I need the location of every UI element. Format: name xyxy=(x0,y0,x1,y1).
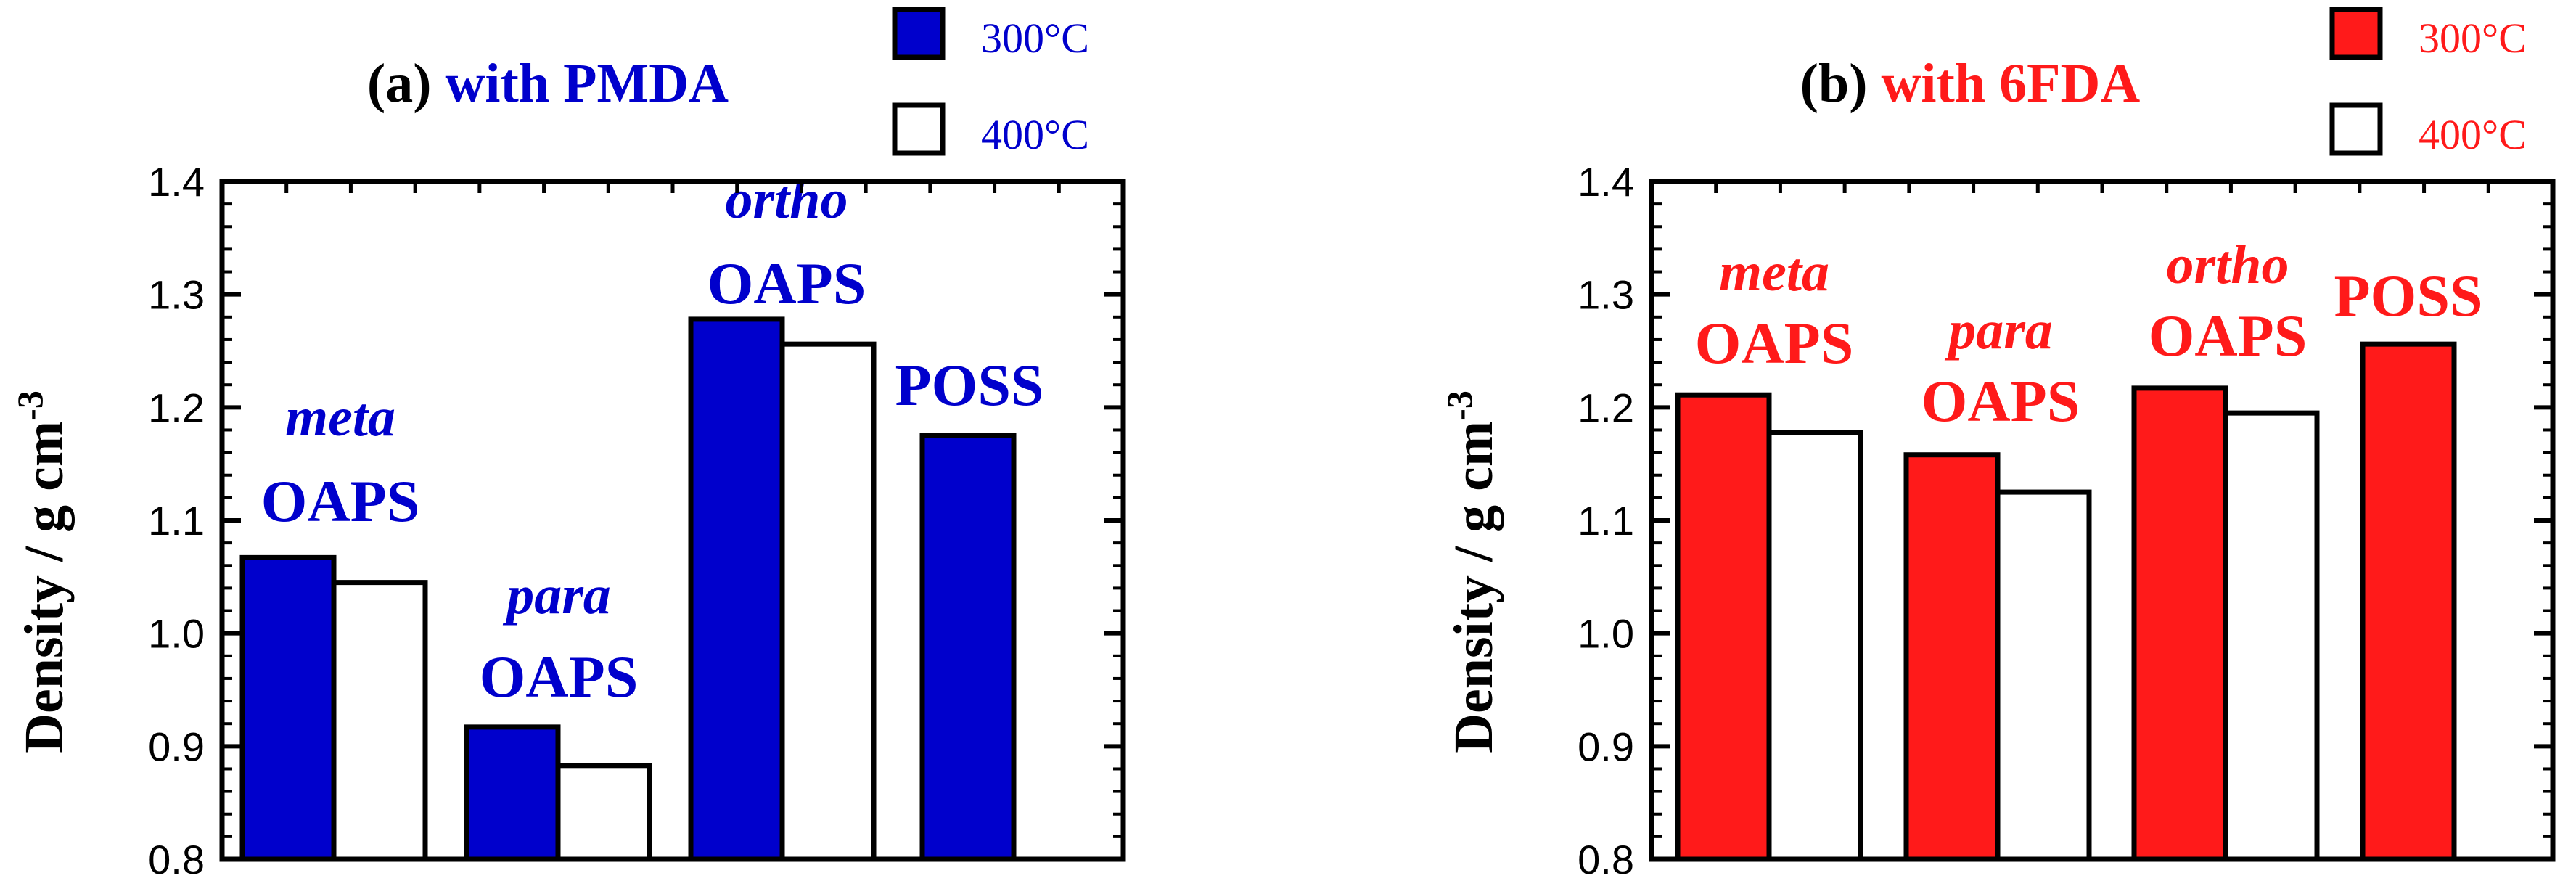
ytick-label-b-1: 0.9 xyxy=(1578,724,1634,769)
group-label-b-ortho: ortho xyxy=(2167,234,2289,295)
panel-b-group-labels: meta OAPS para OAPS ortho OAPS POSS xyxy=(1695,234,2483,434)
panel-a-legend-label-300: 300°C xyxy=(981,15,1089,62)
bar-a-oaps-para-300 xyxy=(464,724,561,862)
ytick-label-b-2: 1.0 xyxy=(1578,611,1634,657)
panel-b-bars xyxy=(1675,341,2457,862)
bar-b-oaps-ortho-400 xyxy=(2223,410,2320,862)
panel-b-title-prefix: (b) xyxy=(1800,53,1868,114)
ytick-label-a-6: 1.4 xyxy=(148,159,205,205)
panel-b-legend-swatch-400 xyxy=(2329,102,2383,156)
panel-a-legend-label-400: 400°C xyxy=(981,111,1089,158)
panel-a-bars xyxy=(239,316,1017,862)
ytick-label-b-4: 1.2 xyxy=(1578,385,1634,430)
bar-b-oaps-ortho-300 xyxy=(2131,385,2228,862)
panel-a-title-main: with PMDA xyxy=(446,53,729,114)
panel-b: (b) with 6FDA 300°C 400°C Density / g cm… xyxy=(1439,7,2556,881)
panel-a-axes: 0.8 0.9 1.0 1.1 1.2 1.3 1.4 xyxy=(148,159,1126,881)
ytick-label-a-5: 1.3 xyxy=(148,272,205,318)
ytick-label-a-1: 0.9 xyxy=(148,724,205,769)
bar-a-oaps-meta-400 xyxy=(331,580,428,862)
panel-a-group-labels: meta OAPS para OAPS ortho OAPS POSS xyxy=(261,169,1044,710)
group-label-a-oaps-1: OAPS xyxy=(480,644,639,710)
group-label-a-para: para xyxy=(502,565,611,626)
group-label-b-poss-3: POSS xyxy=(2334,263,2482,329)
panel-b-axes: 0.8 0.9 1.0 1.1 1.2 1.3 1.4 xyxy=(1578,159,2556,881)
ytick-label-b-0: 0.8 xyxy=(1578,837,1634,881)
ytick-label-a-3: 1.1 xyxy=(148,498,205,544)
ytick-label-a-4: 1.2 xyxy=(148,385,205,430)
bar-b-oaps-para-300 xyxy=(1903,452,2001,862)
bar-a-oaps-para-400 xyxy=(555,763,652,862)
ytick-label-a-0: 0.8 xyxy=(148,837,205,881)
group-label-b-oaps-1: OAPS xyxy=(1921,368,2080,434)
bar-b-poss-300 xyxy=(2360,341,2457,862)
group-label-a-poss-3: POSS xyxy=(895,352,1043,418)
panel-b-legend-swatch-300 xyxy=(2329,7,2383,60)
panel-b-ylabel: Density / g cm-3 xyxy=(1439,390,1504,753)
bar-a-oaps-ortho-300 xyxy=(688,316,785,862)
bar-b-oaps-para-400 xyxy=(1995,489,2092,862)
bar-b-oaps-meta-300 xyxy=(1675,392,1772,862)
panel-a: (a) with PMDA 300°C 400°C Density / g cm… xyxy=(9,7,1126,881)
panel-b-legend-label-400: 400°C xyxy=(2419,111,2527,158)
panel-b-legend-label-300: 300°C xyxy=(2419,15,2527,62)
group-label-b-para: para xyxy=(1944,300,2053,361)
ytick-label-b-6: 1.4 xyxy=(1578,159,1634,205)
group-label-a-meta: meta xyxy=(285,387,395,448)
group-label-b-oaps-0: OAPS xyxy=(1695,310,1854,376)
panel-b-title-main: with 6FDA xyxy=(1882,53,2141,114)
panel-a-legend-swatch-300 xyxy=(892,7,946,60)
ytick-label-b-5: 1.3 xyxy=(1578,272,1634,318)
panel-a-title: (a) with PMDA xyxy=(367,53,729,114)
bar-a-poss-300 xyxy=(919,433,1017,862)
panel-a-legend-swatch-400 xyxy=(892,102,946,156)
group-label-a-ortho: ortho xyxy=(726,169,848,230)
ytick-label-b-3: 1.1 xyxy=(1578,498,1634,544)
ytick-label-a-2: 1.0 xyxy=(148,611,205,657)
panel-a-ylabel: Density / g cm-3 xyxy=(9,390,75,753)
group-label-b-oaps-2: OAPS xyxy=(2149,303,2308,369)
group-label-a-oaps-0: OAPS xyxy=(261,468,420,534)
panel-b-title: (b) with 6FDA xyxy=(1800,53,2141,114)
group-label-b-meta: meta xyxy=(1719,242,1829,303)
bar-a-oaps-ortho-400 xyxy=(779,341,877,862)
bar-a-oaps-meta-300 xyxy=(239,554,337,862)
group-label-a-oaps-2: OAPS xyxy=(707,250,866,316)
panel-a-title-prefix: (a) xyxy=(367,53,432,114)
bar-b-oaps-meta-400 xyxy=(1766,430,1863,862)
